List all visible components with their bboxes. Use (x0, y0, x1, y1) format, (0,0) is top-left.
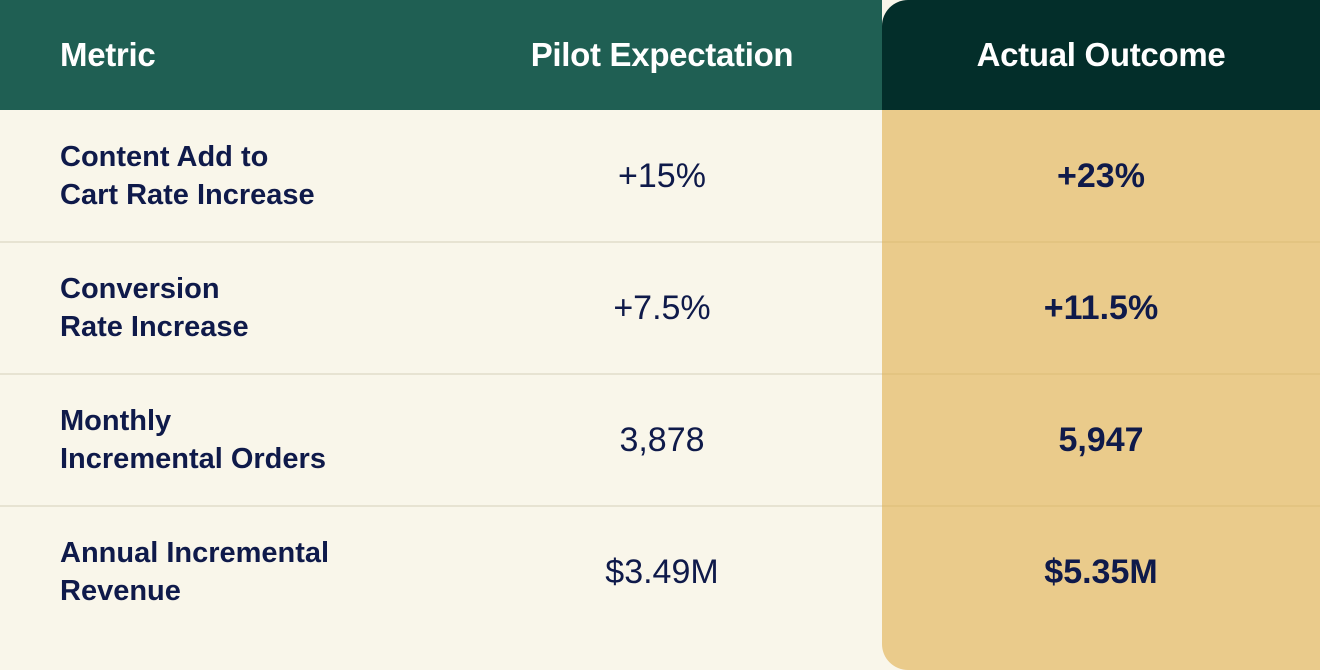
metric-label-line1: Content Add to (60, 141, 269, 173)
metric-label: Conversion Rate Increase (60, 242, 440, 374)
table-row: Monthly Incremental Orders 3,878 5,947 (0, 374, 1320, 506)
pilot-expectation-value: +7.5% (613, 288, 711, 327)
metric-label-line2: Rate Increase (60, 311, 249, 343)
table-header-background (0, 0, 882, 110)
row-divider (0, 505, 1320, 507)
row-divider (0, 373, 1320, 375)
metric-label: Content Add to Cart Rate Increase (60, 110, 440, 242)
metric-label-line2: Incremental Orders (60, 443, 326, 475)
metric-label-line1: Monthly (60, 405, 172, 437)
actual-outcome-value: +11.5% (1043, 288, 1159, 327)
metric-label-line1: Annual Incremental (60, 537, 330, 569)
column-header-pilot-expectation: Pilot Expectation (530, 36, 794, 73)
highlight-header-background (882, 0, 1320, 110)
column-header-metric: Metric (60, 36, 156, 73)
actual-outcome-value: 5,947 (1058, 420, 1144, 459)
pilot-expectation-value: +15% (618, 156, 706, 195)
actual-outcome-value: +23% (1057, 156, 1145, 195)
actual-outcome-value: $5.35M (1044, 552, 1158, 591)
row-divider (0, 241, 1320, 243)
pilot-expectation-value: 3,878 (619, 420, 705, 459)
column-header-actual-outcome: Actual Outcome (976, 36, 1226, 73)
table-row: Content Add to Cart Rate Increase +15% +… (0, 110, 1320, 242)
metric-label-line2: Cart Rate Increase (60, 179, 315, 211)
metric-label: Monthly Incremental Orders (60, 374, 440, 506)
metric-label: Annual Incremental Revenue (60, 506, 440, 638)
table-row: Conversion Rate Increase +7.5% +11.5% (0, 242, 1320, 374)
metric-label-line2: Revenue (60, 575, 181, 607)
table-row: Annual Incremental Revenue $3.49M $5.35M (0, 506, 1320, 638)
highlight-column-background (882, 110, 1320, 670)
metric-label-line1: Conversion (60, 273, 220, 305)
pilot-expectation-value: $3.49M (605, 552, 719, 591)
